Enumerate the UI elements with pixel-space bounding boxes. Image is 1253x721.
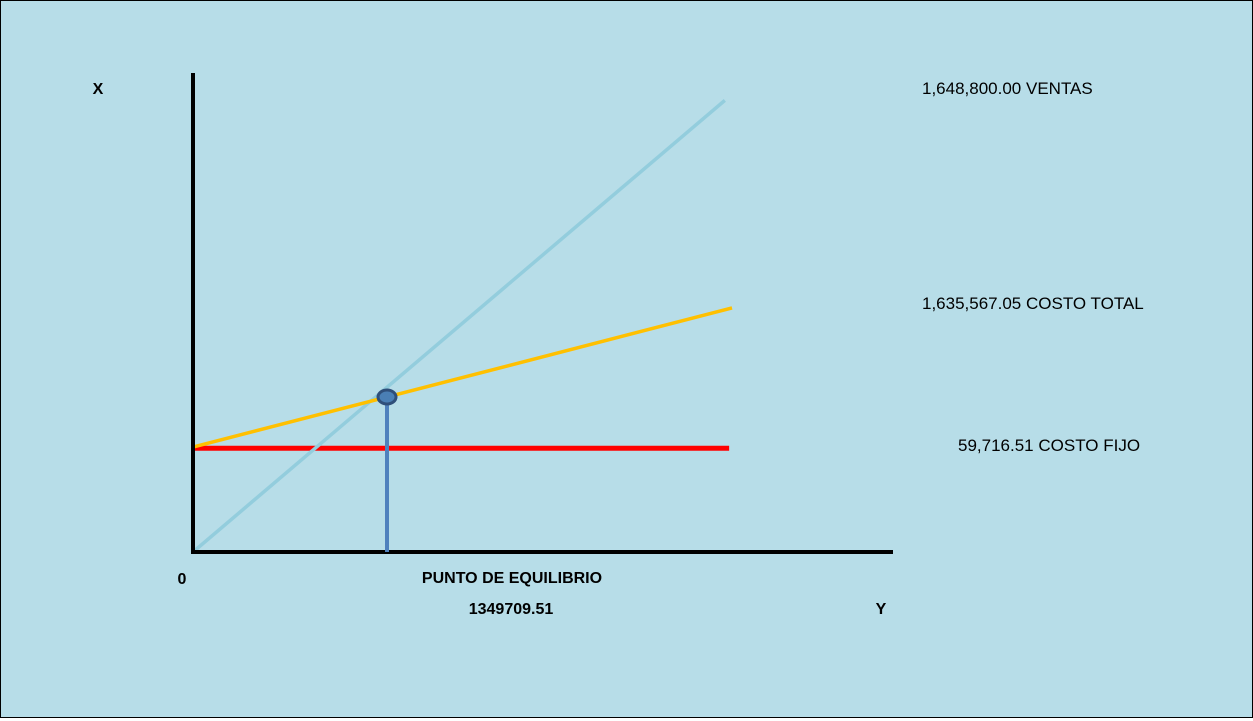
axis-label-y: Y xyxy=(876,601,887,618)
series-line-ventas xyxy=(191,99,726,554)
origin-label: 0 xyxy=(178,571,187,588)
series-label-ventas: 1,648,800.00 VENTAS xyxy=(922,79,1093,98)
axis-label-x: X xyxy=(93,81,104,98)
equilibrium-label: PUNTO DE EQUILIBRIO xyxy=(422,570,602,587)
equilibrium-value-label: 1349709.51 xyxy=(469,601,554,618)
series-label-costo-total: 1,635,567.05 COSTO TOTAL xyxy=(922,294,1144,313)
series-line-costo-total xyxy=(192,306,733,449)
series-label-costo-fijo: 59,716.51 COSTO FIJO xyxy=(958,436,1140,455)
equilibrium-point-marker xyxy=(376,388,398,406)
